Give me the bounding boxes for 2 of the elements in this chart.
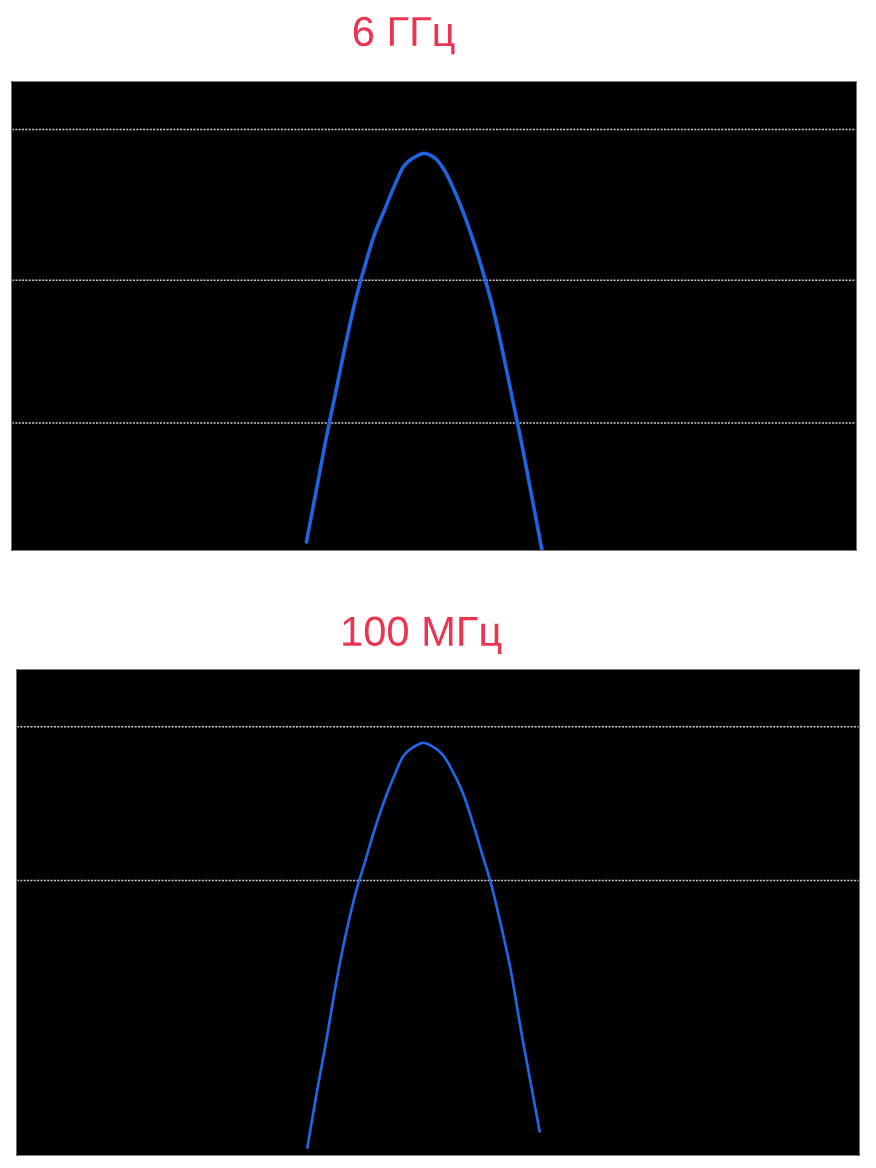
chart-title: 6 ГГц — [353, 16, 455, 55]
chart-title: 100 МГц — [343, 616, 502, 654]
